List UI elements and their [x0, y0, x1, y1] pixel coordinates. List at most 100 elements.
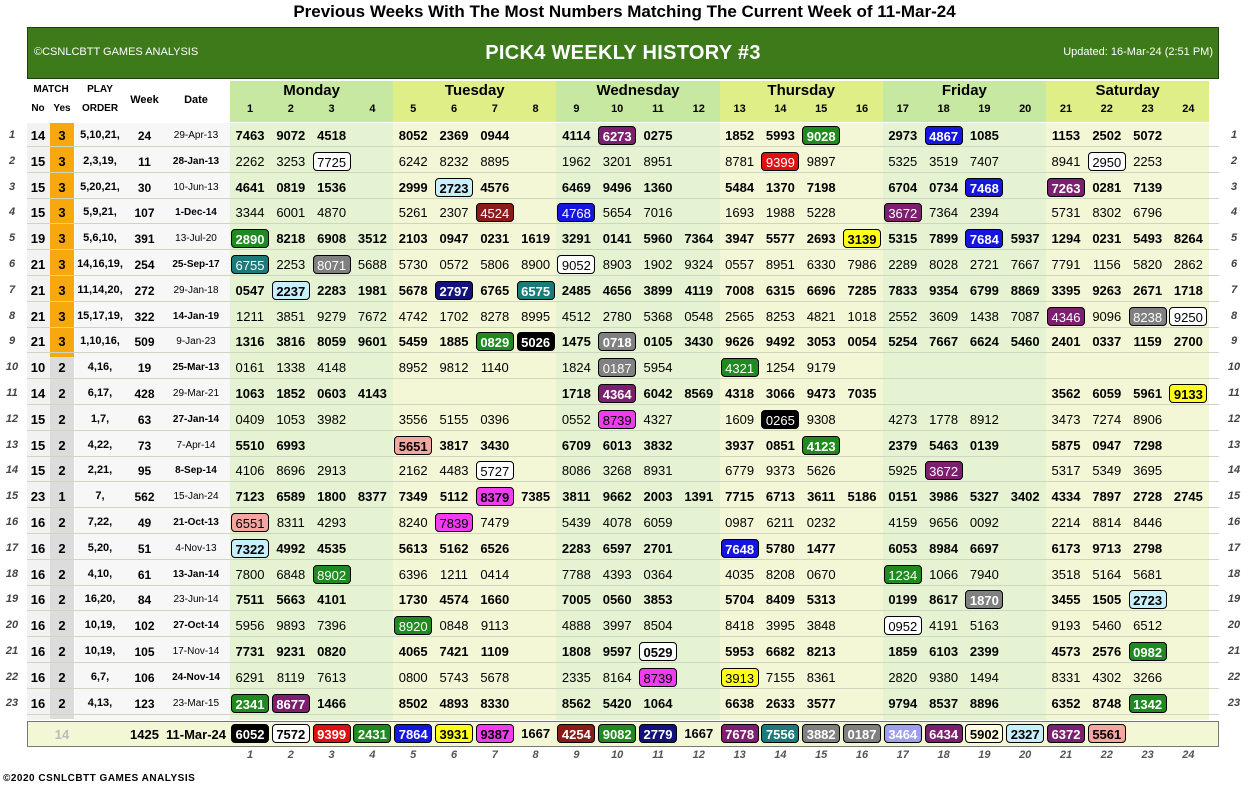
number-cell: 7123 — [235, 489, 265, 505]
number-cell: 8941 — [1051, 153, 1081, 169]
number-cell: 0548 — [684, 308, 714, 324]
number-cell: 4273 — [888, 411, 918, 427]
draw-date: 17-Nov-14 — [172, 646, 220, 657]
matched-number: 1234 — [883, 564, 922, 584]
header-week: Week — [130, 94, 159, 106]
number-cell: 0670 — [806, 566, 836, 582]
number-cell: 5484 — [725, 179, 755, 195]
number-cell: 3851 — [276, 308, 306, 324]
number-cell: 6704 — [888, 179, 918, 195]
number-cell: 9380 — [929, 669, 959, 685]
week-number: 322 — [134, 309, 155, 324]
draw-date: 10-Jun-13 — [173, 181, 219, 193]
number-cell: 1466 — [317, 695, 347, 711]
match-no: 21 — [30, 308, 46, 324]
number-cell: 6697 — [969, 540, 999, 556]
number-cell: 4573 — [1051, 644, 1081, 659]
number-cell: 3997 — [602, 618, 632, 634]
number-cell: 7155 — [765, 669, 795, 685]
day-header-band — [882, 81, 1046, 122]
column-number: 4 — [369, 103, 376, 115]
play-order: 4,22, — [87, 438, 113, 451]
number-cell: 2401 — [1051, 334, 1081, 350]
week-number: 272 — [134, 283, 155, 298]
header-date: Date — [184, 94, 208, 106]
number-cell: 4114 — [562, 128, 591, 143]
current-number-marked: 2779 — [639, 724, 677, 743]
week-number: 19 — [137, 361, 152, 376]
row-divider — [27, 687, 1219, 689]
number-cell: 1505 — [1092, 592, 1122, 608]
number-cell: 4893 — [439, 695, 469, 711]
footer-copyright: ©2020 CSNLCBTT GAMES ANALYSIS — [3, 773, 196, 784]
draw-date: 9-Jan-23 — [176, 336, 216, 348]
number-cell: 5743 — [439, 669, 469, 685]
number-cell: 0105 — [643, 334, 673, 350]
current-number-marked: 9387 — [475, 724, 514, 743]
column-number: 20 — [1019, 103, 1032, 115]
number-cell: 3455 — [1051, 592, 1081, 608]
number-cell: 1619 — [521, 231, 551, 247]
row-label: 13 — [5, 438, 19, 451]
number-cell: 5315 — [888, 231, 918, 247]
match-yes: 2 — [58, 540, 66, 556]
number-cell: 2721 — [969, 257, 999, 272]
column-number: 23 — [1141, 103, 1154, 115]
number-cell: 9473 — [806, 386, 836, 401]
number-cell: 8278 — [480, 308, 510, 324]
week-number: 102 — [134, 619, 155, 634]
draw-date: 15-Jan-24 — [173, 491, 219, 503]
number-cell: 3473 — [1051, 411, 1081, 427]
row-divider — [27, 429, 1219, 431]
row-divider — [27, 610, 1219, 612]
column-number: 18 — [937, 103, 950, 115]
number-cell: 8086 — [561, 463, 591, 479]
number-cell: 8504 — [643, 618, 673, 634]
week-number: 509 — [134, 335, 155, 350]
number-cell: 7035 — [847, 386, 877, 401]
number-cell: 0944 — [480, 128, 510, 143]
day-label: Tuesday — [444, 82, 505, 99]
number-cell: 3268 — [602, 463, 632, 479]
number-cell: 5325 — [888, 153, 918, 169]
play-order: 4,10, — [87, 567, 113, 580]
week-number: 73 — [137, 438, 152, 453]
banner-updated: Updated: 16-Mar-24 (2:51 PM) — [1063, 46, 1213, 58]
column-number-bottom: 16 — [855, 749, 869, 761]
row-divider — [27, 455, 1219, 457]
left-columns-bg — [27, 123, 50, 720]
number-cell: 9496 — [602, 179, 632, 195]
day-column-band — [556, 123, 720, 720]
column-number: 21 — [1059, 103, 1073, 115]
number-cell: 4334 — [1051, 489, 1081, 505]
match-no: 16 — [30, 540, 46, 556]
draw-date: 25-Sep-17 — [172, 259, 220, 270]
number-cell: 4293 — [317, 515, 347, 530]
number-cell: 6396 — [398, 566, 428, 582]
week-number: 51 — [137, 541, 152, 556]
matched-number: 3672 — [883, 203, 922, 223]
number-cell: 7463 — [235, 128, 265, 143]
number-cell: 2502 — [1092, 128, 1122, 143]
match-no: 16 — [30, 695, 46, 711]
play-order: 4,16, — [87, 361, 113, 374]
number-cell: 2973 — [888, 128, 918, 143]
number-cell: 3402 — [1010, 489, 1040, 505]
number-cell: 0819 — [276, 179, 306, 195]
number-cell: 9794 — [888, 695, 918, 711]
match-yes: 3 — [58, 282, 66, 298]
row-divider — [27, 223, 1219, 225]
match-no: 10 — [30, 360, 46, 376]
number-cell: 3512 — [357, 231, 387, 247]
number-cell: 1294 — [1051, 231, 1081, 247]
column-number-bottom: 7 — [491, 749, 498, 761]
day-label: Friday — [941, 82, 987, 99]
number-cell: 1702 — [439, 308, 469, 324]
number-cell: 1852 — [276, 386, 306, 401]
draw-date: 29-Apr-13 — [173, 130, 219, 141]
number-cell: 2485 — [561, 282, 591, 298]
number-cell: 2335 — [561, 669, 591, 685]
row-label: 19 — [5, 593, 19, 606]
play-order: 7, — [95, 490, 105, 503]
row-label-right: 19 — [1227, 593, 1241, 606]
